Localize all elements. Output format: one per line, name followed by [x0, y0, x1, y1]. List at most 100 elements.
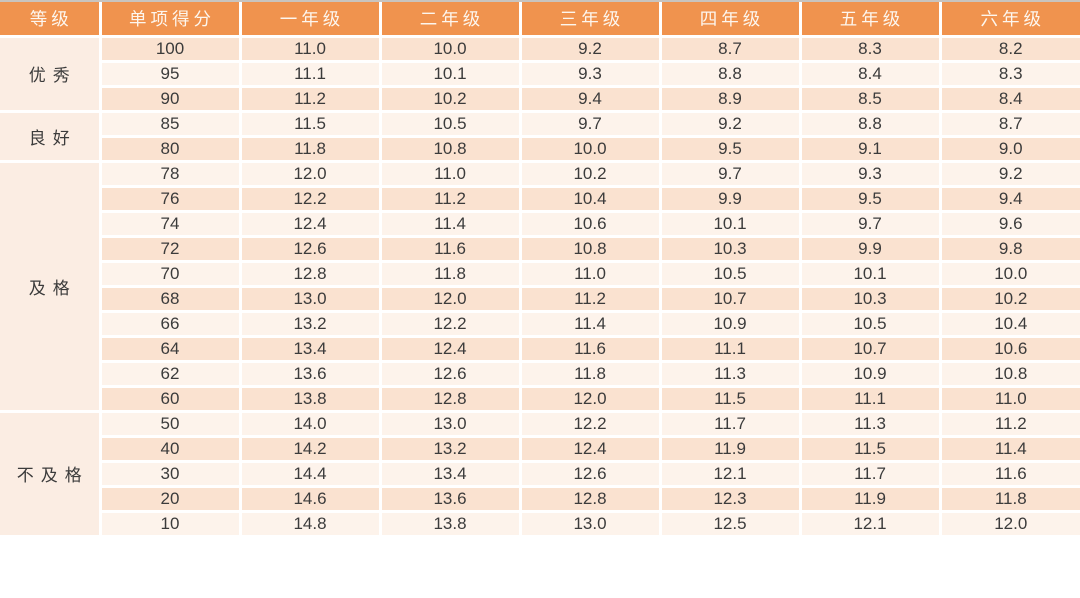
value-cell: 8.8	[800, 111, 942, 138]
table-row: 64 13.4 12.4 11.6 11.1 10.7 10.6	[0, 336, 1080, 363]
score-cell: 70	[100, 261, 242, 288]
value-cell: 10.2	[520, 161, 662, 188]
value-cell: 11.2	[520, 286, 662, 313]
value-cell: 11.8	[940, 486, 1080, 513]
value-cell: 10.9	[800, 361, 942, 388]
value-cell: 13.2	[380, 436, 522, 463]
value-cell: 14.0	[240, 411, 382, 438]
value-cell: 9.6	[940, 211, 1080, 238]
value-cell: 12.0	[240, 161, 382, 188]
table-row: 95 11.1 10.1 9.3 8.8 8.4 8.3	[0, 61, 1080, 88]
value-cell: 9.8	[940, 236, 1080, 263]
value-cell: 9.2	[660, 111, 802, 138]
value-cell: 11.6	[520, 336, 662, 363]
value-cell: 13.2	[240, 311, 382, 338]
value-cell: 10.4	[520, 186, 662, 213]
value-cell: 13.0	[240, 286, 382, 313]
header-row: 等级 单项得分 一年级 二年级 三年级 四年级 五年级 六年级	[0, 2, 1080, 38]
score-cell: 10	[100, 511, 242, 538]
table-row: 40 14.2 13.2 12.4 11.9 11.5 11.4	[0, 436, 1080, 463]
grade-cell: 及格	[0, 161, 102, 413]
table-row: 10 14.8 13.8 13.0 12.5 12.1 12.0	[0, 511, 1080, 538]
column-header-3: 二年级	[380, 2, 522, 38]
table-row: 72 12.6 11.6 10.8 10.3 9.9 9.8	[0, 236, 1080, 263]
value-cell: 13.6	[380, 486, 522, 513]
value-cell: 11.9	[660, 436, 802, 463]
value-cell: 12.8	[380, 386, 522, 413]
score-cell: 30	[100, 461, 242, 488]
value-cell: 11.2	[940, 411, 1080, 438]
value-cell: 12.1	[660, 461, 802, 488]
value-cell: 11.6	[380, 236, 522, 263]
column-header-2: 一年级	[240, 2, 382, 38]
table-row: 70 12.8 11.8 11.0 10.5 10.1 10.0	[0, 261, 1080, 288]
value-cell: 11.0	[380, 161, 522, 188]
value-cell: 11.5	[240, 111, 382, 138]
value-cell: 8.9	[660, 86, 802, 113]
value-cell: 9.5	[800, 186, 942, 213]
grade-cell: 良好	[0, 111, 102, 163]
column-header-1: 单项得分	[100, 2, 242, 38]
value-cell: 10.2	[380, 86, 522, 113]
table-row: 良好 85 11.5 10.5 9.7 9.2 8.8 8.7	[0, 111, 1080, 163]
value-cell: 11.8	[380, 261, 522, 288]
table-row: 80 11.8 10.8 10.0 9.5 9.1 9.0	[0, 136, 1080, 163]
value-cell: 12.4	[520, 436, 662, 463]
value-cell: 13.4	[240, 336, 382, 363]
value-cell: 12.4	[380, 336, 522, 363]
value-cell: 10.1	[380, 61, 522, 88]
table-row: 74 12.4 11.4 10.6 10.1 9.7 9.6	[0, 211, 1080, 238]
value-cell: 11.2	[380, 186, 522, 213]
value-cell: 11.0	[940, 386, 1080, 413]
score-cell: 78	[100, 161, 242, 188]
value-cell: 12.8	[240, 261, 382, 288]
value-cell: 10.3	[800, 286, 942, 313]
value-cell: 12.6	[520, 461, 662, 488]
value-cell: 10.9	[660, 311, 802, 338]
table-row: 62 13.6 12.6 11.8 11.3 10.9 10.8	[0, 361, 1080, 388]
score-cell: 62	[100, 361, 242, 388]
value-cell: 12.3	[660, 486, 802, 513]
score-cell: 68	[100, 286, 242, 313]
value-cell: 10.5	[380, 111, 522, 138]
value-cell: 11.3	[660, 361, 802, 388]
score-cell: 72	[100, 236, 242, 263]
value-cell: 13.6	[240, 361, 382, 388]
value-cell: 10.3	[660, 236, 802, 263]
value-cell: 12.2	[520, 411, 662, 438]
score-cell: 40	[100, 436, 242, 463]
value-cell: 10.6	[940, 336, 1080, 363]
value-cell: 13.0	[380, 411, 522, 438]
value-cell: 9.3	[520, 61, 662, 88]
score-cell: 80	[100, 136, 242, 163]
value-cell: 9.7	[520, 111, 662, 138]
value-cell: 12.0	[520, 386, 662, 413]
value-cell: 12.5	[660, 511, 802, 538]
value-cell: 10.8	[940, 361, 1080, 388]
value-cell: 11.3	[800, 411, 942, 438]
score-cell: 60	[100, 386, 242, 413]
table-row: 不及格 50 14.0 13.0 12.2 11.7 11.3 11.2	[0, 411, 1080, 538]
column-header-7: 六年级	[940, 2, 1080, 38]
value-cell: 11.8	[240, 136, 382, 163]
value-cell: 10.8	[380, 136, 522, 163]
score-cell: 66	[100, 311, 242, 338]
value-cell: 11.2	[240, 86, 382, 113]
value-cell: 10.5	[660, 261, 802, 288]
value-cell: 10.0	[940, 261, 1080, 288]
value-cell: 12.6	[380, 361, 522, 388]
value-cell: 14.8	[240, 511, 382, 538]
value-cell: 8.4	[940, 86, 1080, 113]
value-cell: 8.7	[940, 111, 1080, 138]
value-cell: 10.6	[520, 211, 662, 238]
value-cell: 13.8	[240, 386, 382, 413]
value-cell: 10.7	[800, 336, 942, 363]
table-row: 及格 78 12.0 11.0 10.2 9.7 9.3 9.2	[0, 161, 1080, 413]
score-cell: 100	[100, 36, 242, 63]
value-cell: 10.8	[520, 236, 662, 263]
value-cell: 9.7	[660, 161, 802, 188]
value-cell: 11.1	[800, 386, 942, 413]
value-cell: 9.1	[800, 136, 942, 163]
value-cell: 10.2	[940, 286, 1080, 313]
value-cell: 11.0	[240, 36, 382, 63]
